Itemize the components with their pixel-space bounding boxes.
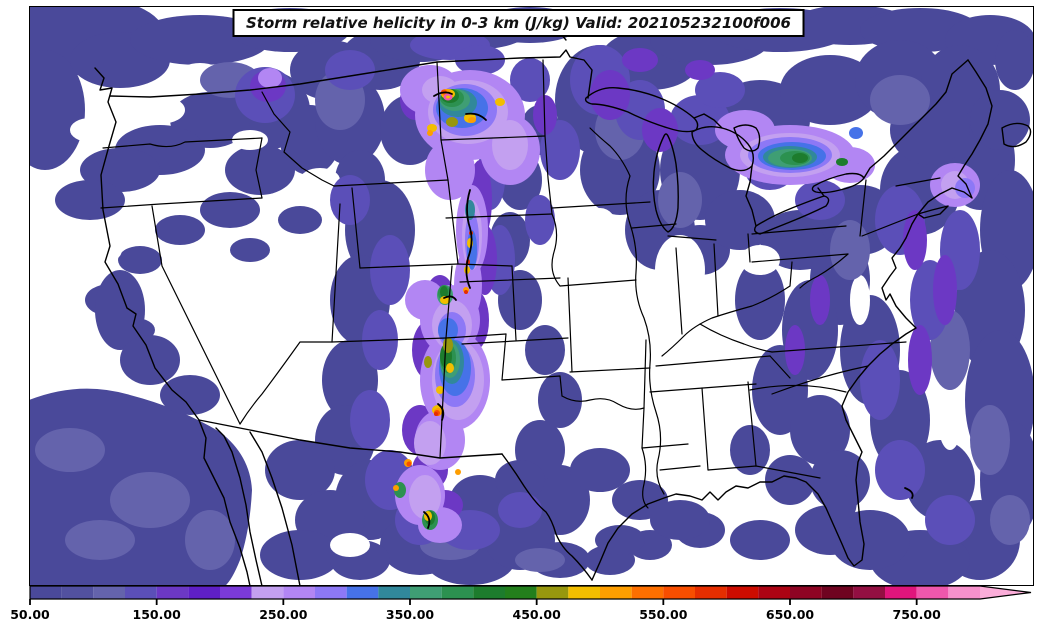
- colorbar-segment: [790, 586, 822, 599]
- colorbar-segment: [251, 586, 284, 599]
- colorbar-segment: [188, 586, 220, 599]
- colorbar-segment: [315, 586, 347, 599]
- colorbar-segment: [156, 586, 189, 599]
- colorbar-segment: [663, 586, 695, 599]
- colorbar-segment: [220, 586, 252, 599]
- colorbar-outline: [29, 585, 1032, 600]
- colorbar-segment: [600, 586, 632, 599]
- field-white-gaps: [70, 63, 962, 557]
- colorbar-segment: [853, 586, 885, 599]
- field-pink-maximum: [443, 93, 453, 101]
- colorbar: 50.00 150.00 250.00 350.00 450.00 550.00 650.0…: [10, 585, 1032, 622]
- field-lightslate-layer: [35, 62, 1030, 572]
- colorbar-segment: [821, 586, 854, 599]
- colorbar-segment: [473, 586, 505, 599]
- colorbar-segment: [536, 586, 569, 599]
- colorbar-tick-label: 250.00: [259, 607, 308, 622]
- colorbar-segment: [125, 586, 157, 599]
- state-borders: [100, 59, 941, 509]
- colorbar-segment: [726, 586, 759, 599]
- colorbar-segment: [505, 586, 537, 599]
- colorbar-tick-label: 650.00: [766, 607, 815, 622]
- coastlines-and-borders: [94, 9, 1032, 586]
- colorbar-segment: [568, 586, 600, 599]
- colorbar-tick-label: 550.00: [639, 607, 688, 622]
- colorbar-tick-label: 350.00: [386, 607, 435, 622]
- colorbar-segment: [885, 586, 917, 599]
- colorbar-segment: [695, 586, 727, 599]
- colorbar-segment: [410, 586, 442, 599]
- colorbar-segment: [93, 586, 125, 599]
- colorbar-segment: [948, 586, 980, 599]
- colorbar-segment: [30, 586, 62, 599]
- colorbar-tick-label: 450.00: [513, 607, 562, 622]
- colorbar-tick-label: 50.00: [10, 607, 50, 622]
- map-title: Storm relative helicity in 0-3 km (J/kg)…: [232, 9, 805, 37]
- colorbar-segment: [346, 586, 379, 599]
- colorbar-tick-label: 750.00: [893, 607, 942, 622]
- colorbar-segment: [916, 586, 949, 599]
- colorbar-segment: [378, 586, 410, 599]
- colorbar-segment: [631, 586, 664, 599]
- colorbar-arrow: [980, 586, 1031, 599]
- colorbar-segment: [283, 586, 315, 599]
- colorbar-segment: [758, 586, 790, 599]
- colorbar-segment: [61, 586, 94, 599]
- colorbar-segment: [441, 586, 474, 599]
- colorbar-tick-label: 150.00: [133, 607, 182, 622]
